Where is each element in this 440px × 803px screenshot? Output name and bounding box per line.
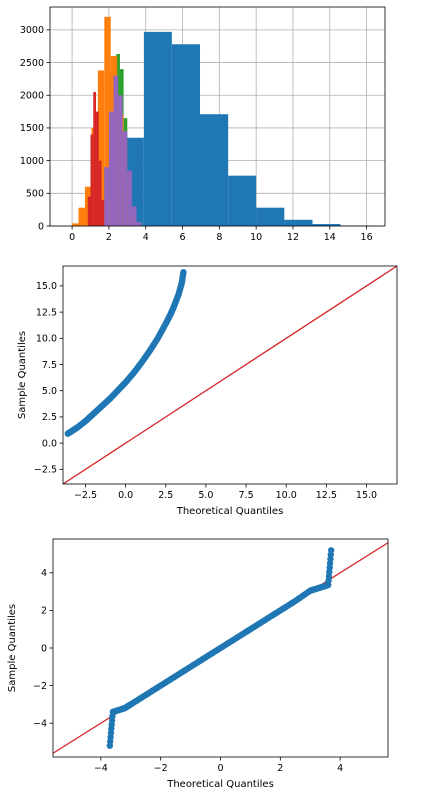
y-tick-label: −4 [33, 718, 47, 729]
y-tick-label: 2 [41, 606, 47, 617]
histogram-bar [101, 199, 105, 226]
qq-plot-skewed-panel: −2.5 0.0 2.5 5.0 7.5 10.0 12.5 15.0 −2.5 0.0 2.5 5.… [17, 265, 398, 517]
y-tick-label: 2500 [20, 58, 44, 69]
x-tick-label: 6 [180, 232, 186, 243]
histogram-bar [87, 196, 91, 226]
x-tick-label: 12.5 [316, 490, 337, 501]
y-tick-label: 0 [38, 221, 44, 232]
histogram-bar [171, 44, 201, 226]
x-tick-label: 5.0 [198, 490, 213, 501]
histogram-bar [118, 95, 123, 226]
x-axis-label: Theoretical Quantiles [166, 779, 274, 790]
histogram-bar [200, 114, 229, 226]
histogram-bar [90, 134, 94, 226]
y-tick-label: 7.5 [42, 360, 57, 371]
x-tick-label: 14 [324, 232, 336, 243]
histogram-bar [108, 111, 114, 226]
histogram-bar [93, 91, 97, 226]
y-tick-label: 2000 [20, 91, 44, 102]
x-tick-label: 16 [361, 232, 373, 243]
y-tick-label: −2.5 [34, 465, 57, 476]
x-tick-label: 4 [143, 232, 149, 243]
sample-point [327, 551, 334, 558]
x-tick-label: 0 [217, 763, 223, 774]
histogram-bar [284, 219, 313, 226]
reference-line [63, 266, 397, 484]
y-tick-label: 4 [41, 568, 47, 579]
x-tick-label: −4 [94, 763, 108, 774]
histogram-bar [143, 31, 172, 226]
y-axis-label: Sample Quantiles [17, 331, 28, 419]
x-tick-label: 0 [69, 232, 75, 243]
histogram-bar [104, 16, 111, 226]
y-tick-label: 2.5 [42, 412, 57, 423]
y-tick-label: 500 [26, 189, 44, 200]
y-tick-label: 1500 [20, 123, 44, 134]
x-tick-label: 4 [337, 763, 343, 774]
axes-frame [62, 265, 398, 485]
y-tick-label: 0 [41, 643, 47, 654]
qq-plot-normal-panel: −4 −2 0 2 4 −4 −2 0 2 4 Theoretical Quantiles Sampl… [7, 538, 389, 790]
histogram-bar [96, 111, 99, 226]
data-marks [53, 542, 388, 754]
histogram-bar [122, 131, 128, 226]
histogram-bar [104, 167, 109, 226]
x-tick-label: 2 [277, 763, 283, 774]
histogram-bar [256, 207, 285, 226]
y-tick-label: −2 [33, 681, 47, 692]
histogram-bar [127, 170, 132, 226]
x-axis-label: Theoretical Quantiles [176, 506, 284, 517]
y-axis-label: Sample Quantiles [7, 604, 18, 692]
x-tick-label: 8 [216, 232, 222, 243]
sample-point [180, 270, 187, 277]
data-marks [72, 16, 369, 226]
y-tick-label: 12.5 [36, 307, 57, 318]
x-tick-label: 10 [250, 232, 262, 243]
histogram-bar [78, 207, 85, 226]
histogram-bar [131, 206, 137, 226]
x-tick-label: 2.5 [158, 490, 173, 501]
x-tick-label: −2 [154, 763, 168, 774]
sample-points [106, 547, 335, 749]
y-tick-label: 0.0 [42, 438, 57, 449]
histogram-bar [136, 222, 142, 226]
y-tick-label: 3000 [20, 25, 44, 36]
histogram-bar [72, 223, 79, 226]
axes-frame [49, 6, 386, 227]
x-tick-label: 2 [106, 232, 112, 243]
histogram-bar [97, 70, 105, 226]
x-tick-label: 15.0 [356, 490, 377, 501]
y-tick-label: 10.0 [36, 334, 57, 345]
x-tick-label: 7.5 [239, 490, 254, 501]
y-tick-label: 1000 [20, 156, 44, 167]
histogram-bar [113, 75, 119, 226]
y-tick-label: 5.0 [42, 386, 57, 397]
x-tick-label: −2.5 [74, 490, 97, 501]
data-marks [63, 266, 397, 484]
histogram-series-4 [104, 75, 142, 226]
histogram-bar [228, 175, 257, 226]
y-tick-label: 15.0 [36, 281, 57, 292]
histogram-panel: 0 2 4 6 8 10 12 14 16 0 500 1000 1500 2000 2500 3000 [20, 6, 386, 243]
x-tick-label: 10.0 [276, 490, 297, 501]
sample-points [64, 269, 187, 437]
histogram-bar [312, 224, 341, 226]
x-tick-label: 12 [287, 232, 299, 243]
histogram-bar [98, 160, 102, 226]
x-tick-label: 0.0 [118, 490, 133, 501]
